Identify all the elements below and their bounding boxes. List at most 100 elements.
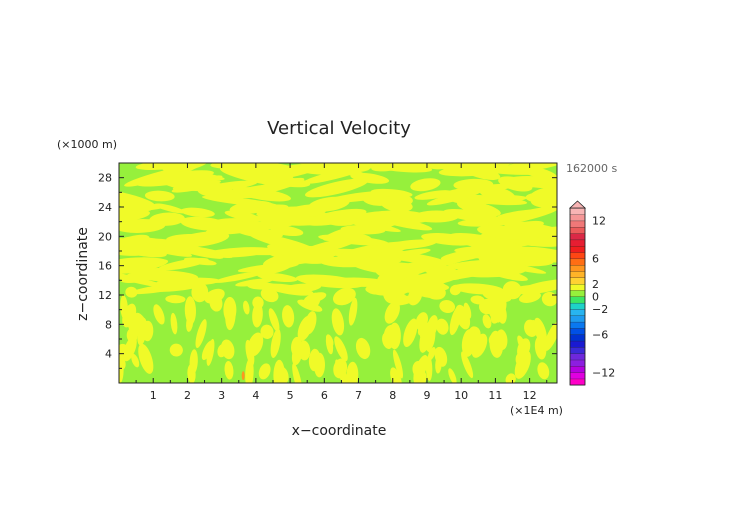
updraft-region xyxy=(456,200,501,217)
colorbar-level xyxy=(569,308,586,316)
updraft-region xyxy=(507,176,557,189)
x-tick-label: 10 xyxy=(454,389,468,402)
updraft-region xyxy=(404,163,479,173)
colorbar-level xyxy=(569,220,586,228)
updraft-region xyxy=(346,361,359,383)
colorbar-tick-label: 2 xyxy=(592,278,599,291)
updraft-region xyxy=(504,221,557,241)
updraft-region xyxy=(282,305,295,328)
updraft-region xyxy=(333,358,348,379)
updraft-region xyxy=(414,190,453,200)
updraft-region xyxy=(326,190,399,203)
updraft-region xyxy=(390,367,402,383)
updraft-region xyxy=(517,335,528,355)
updraft-region xyxy=(443,208,503,224)
x-tick-label: 3 xyxy=(218,389,225,402)
updraft-region xyxy=(180,216,228,231)
updraft-region xyxy=(260,287,279,303)
updraft-region xyxy=(439,300,456,313)
updraft-region xyxy=(260,324,274,339)
updraft-region xyxy=(453,178,494,191)
updraft-region xyxy=(138,343,154,374)
updraft-region xyxy=(496,209,541,219)
colorbar-overflow-triangle xyxy=(568,200,587,209)
updraft-region xyxy=(185,246,233,258)
updraft-region xyxy=(131,353,140,368)
updraft-region xyxy=(461,351,474,379)
updraft-region xyxy=(334,336,348,362)
updraft-region xyxy=(119,343,131,360)
x-axis-ticks: 1 2 3 4 5 6 7 8 9 10 11 12 xyxy=(135,163,548,402)
updraft-region xyxy=(224,210,263,222)
colorbar-level xyxy=(569,239,586,247)
updraft-region xyxy=(337,217,401,232)
updraft-region xyxy=(415,312,429,331)
x-unit-label: (×1E4 m) xyxy=(510,404,563,417)
updraft-region xyxy=(304,311,317,335)
updraft-region xyxy=(482,314,492,329)
updraft-region xyxy=(434,346,448,367)
updraft-region xyxy=(291,342,303,366)
updraft-region xyxy=(370,245,420,260)
updraft-region xyxy=(331,308,345,336)
colorbar-level xyxy=(569,233,586,241)
updraft-region xyxy=(388,322,401,350)
updraft-region xyxy=(488,333,501,349)
colorbar-tick-label: 0 xyxy=(592,291,599,304)
y-tick-label: 12 xyxy=(98,289,112,302)
updraft-region xyxy=(247,282,277,290)
x-tick-label: 12 xyxy=(523,389,537,402)
updraft-region xyxy=(384,301,400,324)
updraft-region xyxy=(252,302,263,328)
updraft-region xyxy=(426,188,485,206)
colorbar-level xyxy=(569,252,586,260)
y-tick-label: 28 xyxy=(98,172,112,185)
updraft-region xyxy=(284,249,345,266)
colorbar-level xyxy=(569,327,586,335)
colorbar: 12 6 20−2 −6 −12 xyxy=(568,200,615,386)
updraft-region xyxy=(413,210,460,223)
colorbar-level xyxy=(569,365,586,373)
x-tick-label: 7 xyxy=(355,389,362,402)
updraft-region xyxy=(348,297,358,326)
colorbar-tick-label: 6 xyxy=(592,253,599,266)
updraft-region xyxy=(235,278,274,287)
x-tick-label: 6 xyxy=(321,389,328,402)
colorbar-level xyxy=(569,214,586,222)
updraft-region xyxy=(455,304,471,330)
plot-frame xyxy=(118,162,558,384)
colorbar-level xyxy=(569,245,586,253)
colorbar-level xyxy=(569,359,586,367)
updraft-region xyxy=(270,328,281,358)
colorbar-tick-label: −6 xyxy=(592,328,608,341)
updraft-region xyxy=(245,339,255,366)
updraft-region xyxy=(470,295,485,305)
y-tick-label: 24 xyxy=(98,201,112,214)
x-tick-label: 11 xyxy=(488,389,502,402)
updraft-region xyxy=(305,178,369,198)
y-axis-label: z−coordinate xyxy=(75,227,91,321)
updraft-region xyxy=(201,340,214,361)
x-tick-label: 8 xyxy=(389,389,396,402)
updraft-region xyxy=(265,283,314,296)
colorbar-level xyxy=(569,321,586,329)
x-tick-label: 2 xyxy=(184,389,191,402)
updraft-region xyxy=(220,166,291,187)
updraft-region xyxy=(452,283,504,295)
updraft-region xyxy=(403,318,418,348)
time-label: 162000 s xyxy=(566,162,617,175)
colorbar-level xyxy=(569,207,586,215)
updraft-region xyxy=(544,322,557,351)
updraft-region xyxy=(350,260,399,274)
updraft-region xyxy=(154,203,186,214)
colorbar-level xyxy=(569,258,586,266)
updraft-region xyxy=(119,219,166,233)
updraft-region xyxy=(297,299,323,312)
updraft-region xyxy=(308,348,321,372)
updraft-region xyxy=(119,209,150,222)
y-tick-label: 16 xyxy=(98,260,112,273)
updraft-region xyxy=(332,287,356,306)
colorbar-level xyxy=(569,302,586,310)
updraft-region xyxy=(448,368,457,383)
